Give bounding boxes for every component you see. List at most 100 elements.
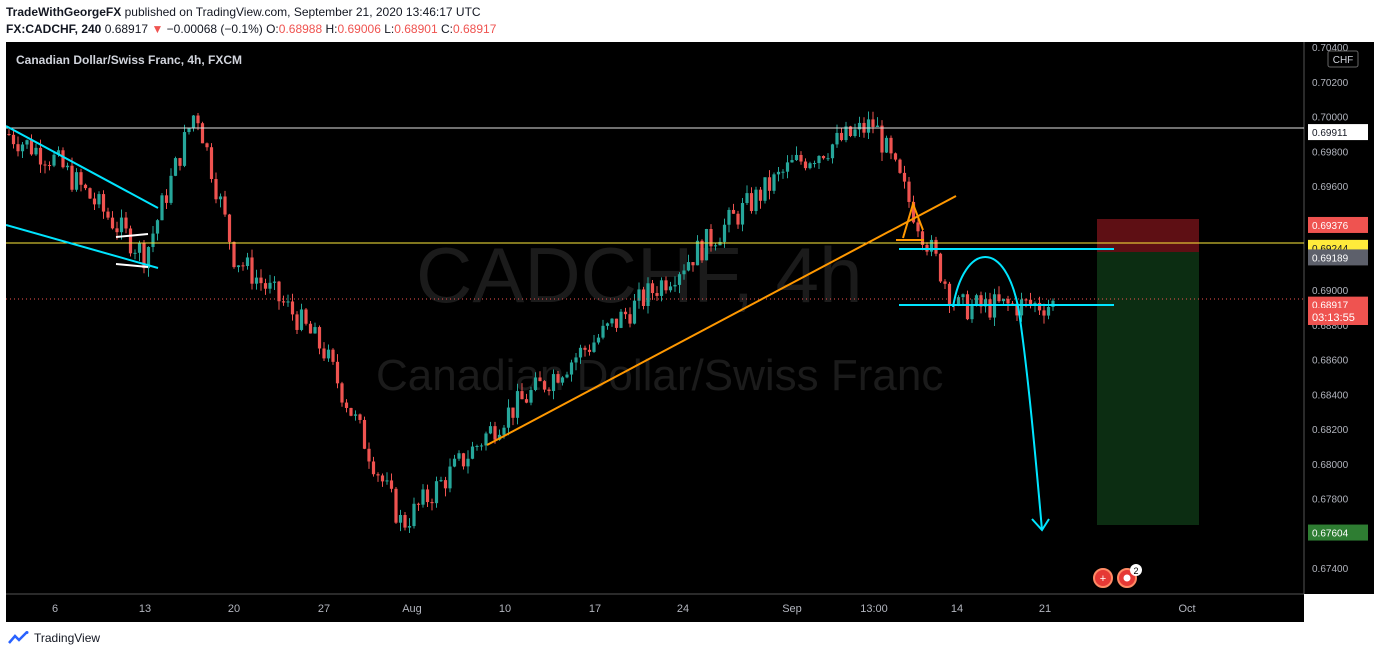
candle-body <box>979 295 983 307</box>
open-label: O: <box>266 22 279 36</box>
candle-body <box>551 374 556 392</box>
candle-body <box>52 154 56 166</box>
candle-body <box>529 390 533 403</box>
candle-body <box>691 262 695 266</box>
event-dividend-dot <box>1123 574 1131 582</box>
candle-body <box>394 488 398 523</box>
publisher-name[interactable]: TradeWithGeorgeFX <box>6 5 122 19</box>
candle-body <box>677 274 682 285</box>
candle-body <box>853 129 857 136</box>
candle-body <box>785 162 790 172</box>
candle-body <box>20 144 25 152</box>
candle-body <box>56 150 61 155</box>
candle-body <box>322 348 326 359</box>
candle-body <box>929 239 934 252</box>
candle-body <box>956 297 961 305</box>
rising-trendline[interactable] <box>486 195 957 446</box>
candle-body <box>101 194 106 212</box>
candle-body <box>439 480 443 482</box>
candle-body <box>263 283 268 289</box>
time-tick-12: Oct <box>1178 603 1195 615</box>
candle-body <box>1033 302 1037 305</box>
footer-brand[interactable]: TradingView <box>8 631 100 645</box>
plot-area[interactable] <box>6 42 1304 594</box>
candle-body <box>304 309 308 324</box>
chart-container[interactable]: CADCHF, 4h Canadian Dollar/Swiss Franc C… <box>5 42 1374 622</box>
candle-body <box>731 209 736 214</box>
candle-body <box>214 179 218 200</box>
breakout-arrow-icon[interactable] <box>902 200 924 239</box>
take-profit-zone[interactable] <box>1097 252 1199 525</box>
candle-body <box>524 399 529 403</box>
candle-body <box>790 160 794 163</box>
candle-body <box>709 229 713 247</box>
candle-body <box>380 475 385 482</box>
candle-body <box>1042 310 1046 316</box>
price-tick-10: 0.68400 <box>1312 390 1349 401</box>
candle-body <box>727 209 731 225</box>
candle-body <box>11 134 16 145</box>
stop-loss-zone[interactable] <box>1097 219 1199 252</box>
candle-body <box>875 125 880 127</box>
candle-body <box>223 196 227 215</box>
candle-body <box>259 277 263 284</box>
candle-body <box>484 433 488 446</box>
currency-badge-text: CHF <box>1333 55 1354 66</box>
candle-body <box>376 474 380 476</box>
time-axis[interactable] <box>6 594 1304 622</box>
candle-body <box>646 283 650 307</box>
low-label: L: <box>384 22 395 36</box>
candle-body <box>475 445 479 447</box>
candle-body <box>556 374 560 383</box>
candle-body <box>169 175 173 203</box>
candle-body <box>911 201 916 223</box>
candle-body <box>349 407 353 416</box>
candle-body <box>898 159 902 173</box>
candle-body <box>749 193 754 212</box>
candle-body <box>974 295 979 305</box>
candle-body <box>560 377 565 383</box>
candle-body <box>142 243 146 269</box>
candle-body <box>1024 299 1028 301</box>
candle-body <box>808 163 812 169</box>
candle-body <box>295 314 299 330</box>
wedge-mark-1[interactable] <box>115 233 149 238</box>
price-tick-0: 0.70400 <box>1312 43 1349 54</box>
candle-body <box>133 252 137 254</box>
currency-badge[interactable] <box>1327 50 1359 68</box>
candle-body <box>848 126 853 136</box>
event-flag-icon[interactable] <box>1093 568 1113 588</box>
candle-body <box>65 165 70 168</box>
candle-body <box>916 222 920 232</box>
candle-body <box>596 337 601 343</box>
candle-body <box>7 134 11 135</box>
symbol-label: FX:CADCHF, 240 <box>6 22 102 36</box>
wedge-upper-line[interactable] <box>5 125 159 209</box>
ohlc-line: FX:CADCHF, 240 0.68917 ▼ −0.00068 (−0.1%… <box>6 22 496 36</box>
countdown-text: 03:13:55 <box>1312 312 1355 324</box>
candle-body <box>988 299 992 318</box>
candle-body <box>281 301 286 303</box>
candle-body <box>542 381 547 390</box>
wedge-mark-2[interactable] <box>115 263 149 268</box>
price-label-horizontal-level: 0.69244 <box>1312 244 1349 255</box>
candle-body <box>457 453 461 459</box>
wedge-lower-line[interactable] <box>5 224 159 269</box>
candle-body <box>700 240 704 261</box>
published-text: published on TradingView.com, September … <box>124 5 481 19</box>
candle-body <box>722 224 727 242</box>
price-label-horizontal-level: 0.69911 <box>1312 128 1348 139</box>
candle-body <box>250 257 254 284</box>
candle-body <box>29 140 34 155</box>
projection-path[interactable] <box>952 256 1043 531</box>
candle-body <box>682 270 686 275</box>
price-chart[interactable]: CADCHF, 4h Canadian Dollar/Swiss Franc C… <box>5 42 1374 622</box>
candle-body <box>830 144 835 159</box>
candle-body <box>947 283 952 305</box>
candle-body <box>488 426 493 434</box>
candle-body <box>817 155 821 164</box>
candle-body <box>434 481 439 504</box>
high-label: H: <box>325 22 338 36</box>
candle-body <box>268 282 272 289</box>
candle-body <box>758 189 763 201</box>
